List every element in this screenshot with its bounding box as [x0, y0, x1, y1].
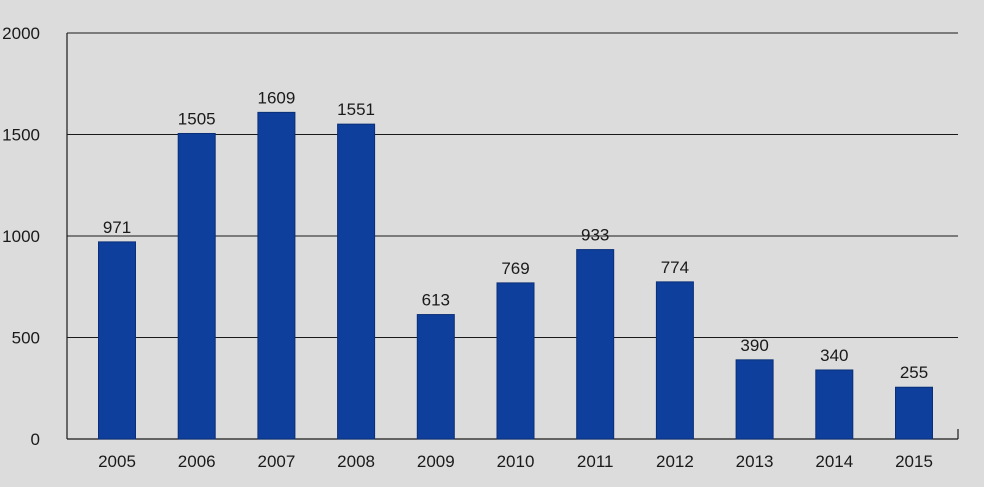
- x-tick-label-2012: 2012: [656, 452, 694, 471]
- data-label-2012: 774: [661, 258, 689, 277]
- bar-2011: [576, 249, 615, 440]
- x-tick-label-2005: 2005: [98, 452, 136, 471]
- y-tick-label: 2000: [2, 24, 40, 43]
- bar-2014: [815, 369, 854, 440]
- data-label-2011: 933: [581, 226, 609, 245]
- bar-2015: [895, 386, 933, 440]
- x-tick-label-2006: 2006: [178, 452, 216, 471]
- data-label-2014: 340: [820, 346, 848, 365]
- x-tick-label-2011: 2011: [577, 452, 614, 471]
- bar-2006: [177, 132, 216, 440]
- x-tick-label-2007: 2007: [257, 452, 295, 471]
- bar-2007: [257, 111, 296, 440]
- x-tick-label-2015: 2015: [895, 452, 933, 471]
- x-tick-label-2014: 2014: [815, 452, 853, 471]
- bar-2008: [337, 123, 376, 440]
- x-tick-label-2013: 2013: [736, 452, 774, 471]
- x-tick-labels: 2005 2006 2007 2008 2009 2010 2011 2012 2013 2014…: [98, 452, 933, 471]
- y-tick-label: 500: [12, 329, 40, 348]
- x-tick-label-2009: 2009: [417, 452, 455, 471]
- data-label-2010: 769: [501, 259, 529, 278]
- data-label-2009: 613: [422, 291, 450, 310]
- y-tick-label: 0: [31, 430, 40, 449]
- y-tick-label: 1000: [2, 227, 40, 246]
- data-labels: 971 1505 1609 1551 613 769 933 774 390 340 255: [103, 88, 928, 382]
- bar-2013: [735, 359, 774, 440]
- data-label-2005: 971: [103, 218, 131, 237]
- data-label-2013: 390: [740, 336, 768, 355]
- bar-2009: [416, 314, 455, 440]
- data-label-2007: 1609: [257, 88, 295, 107]
- bar-2012: [655, 281, 694, 440]
- x-tick-label-2008: 2008: [337, 452, 375, 471]
- bars: [98, 111, 933, 440]
- bar-2010: [496, 282, 535, 440]
- y-tick-labels: 0 500 1000 1500 2000: [2, 24, 40, 449]
- data-label-2006: 1505: [178, 109, 216, 128]
- bar-2005: [98, 241, 136, 440]
- y-tick-label: 1500: [2, 126, 40, 145]
- x-tick-label-2010: 2010: [497, 452, 535, 471]
- data-label-2015: 255: [900, 363, 928, 382]
- data-label-2008: 1551: [337, 100, 375, 119]
